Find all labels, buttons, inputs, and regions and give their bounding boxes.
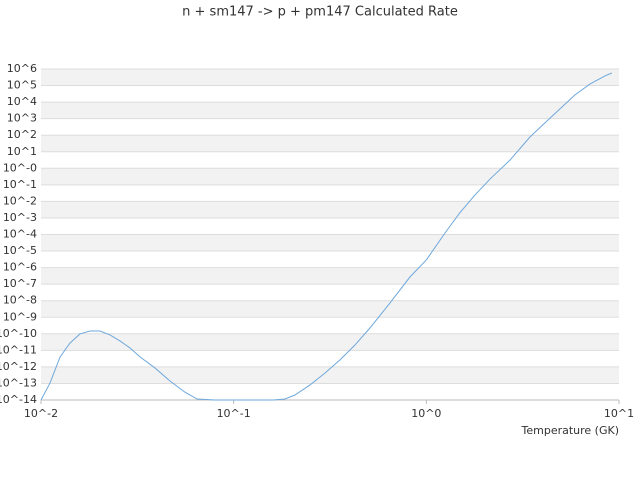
- grid-band: [41, 234, 619, 252]
- y-tick-label: 10^4: [7, 95, 37, 108]
- x-tick-label: 10^1: [604, 407, 634, 420]
- grid-band: [41, 267, 619, 285]
- y-tick-label: 10^2: [7, 128, 37, 141]
- y-tick-label: 10^-5: [3, 244, 37, 257]
- y-tick-label: 10^5: [7, 79, 37, 92]
- y-tick-label: 10^-1: [3, 178, 37, 191]
- grid-band: [41, 333, 619, 351]
- grid-band: [41, 201, 619, 218]
- y-tick-label: 10^3: [7, 112, 37, 125]
- grid-band: [41, 168, 619, 185]
- y-tick-label: 10^-14: [0, 393, 37, 406]
- y-tick-label: 10^1: [7, 145, 37, 158]
- grid-band: [41, 135, 619, 152]
- y-tick-label: 10^-8: [3, 294, 37, 307]
- y-tick-label: 10^-2: [3, 194, 37, 207]
- grid-band: [41, 69, 619, 86]
- y-tick-label: 10^-4: [3, 228, 37, 241]
- y-tick-label: 10^-13: [0, 376, 37, 389]
- y-tick-label: 10^-0: [3, 161, 37, 174]
- y-tick-label: 10^-7: [3, 277, 37, 290]
- y-tick-label: 10^-12: [0, 360, 37, 373]
- x-axis-label: Temperature (GK): [521, 424, 620, 437]
- y-tick-label: 10^-3: [3, 211, 37, 224]
- data-line: [40, 72, 613, 401]
- y-tick-label: 10^-11: [0, 343, 37, 356]
- y-tick-label: 10^6: [7, 62, 37, 75]
- y-tick-label: 10^-10: [0, 327, 37, 340]
- chart-title: n + sm147 -> p + pm147 Calculated Rate: [182, 5, 458, 20]
- x-tick-label: 10^-2: [24, 407, 58, 420]
- x-tick-label: 10^-1: [217, 407, 251, 420]
- x-tick-label: 10^0: [411, 407, 441, 420]
- grid-band: [41, 102, 619, 119]
- grid-band: [41, 366, 619, 384]
- grid-band: [41, 300, 619, 318]
- y-tick-label: 10^-9: [3, 310, 37, 323]
- y-tick-label: 10^-6: [3, 261, 37, 274]
